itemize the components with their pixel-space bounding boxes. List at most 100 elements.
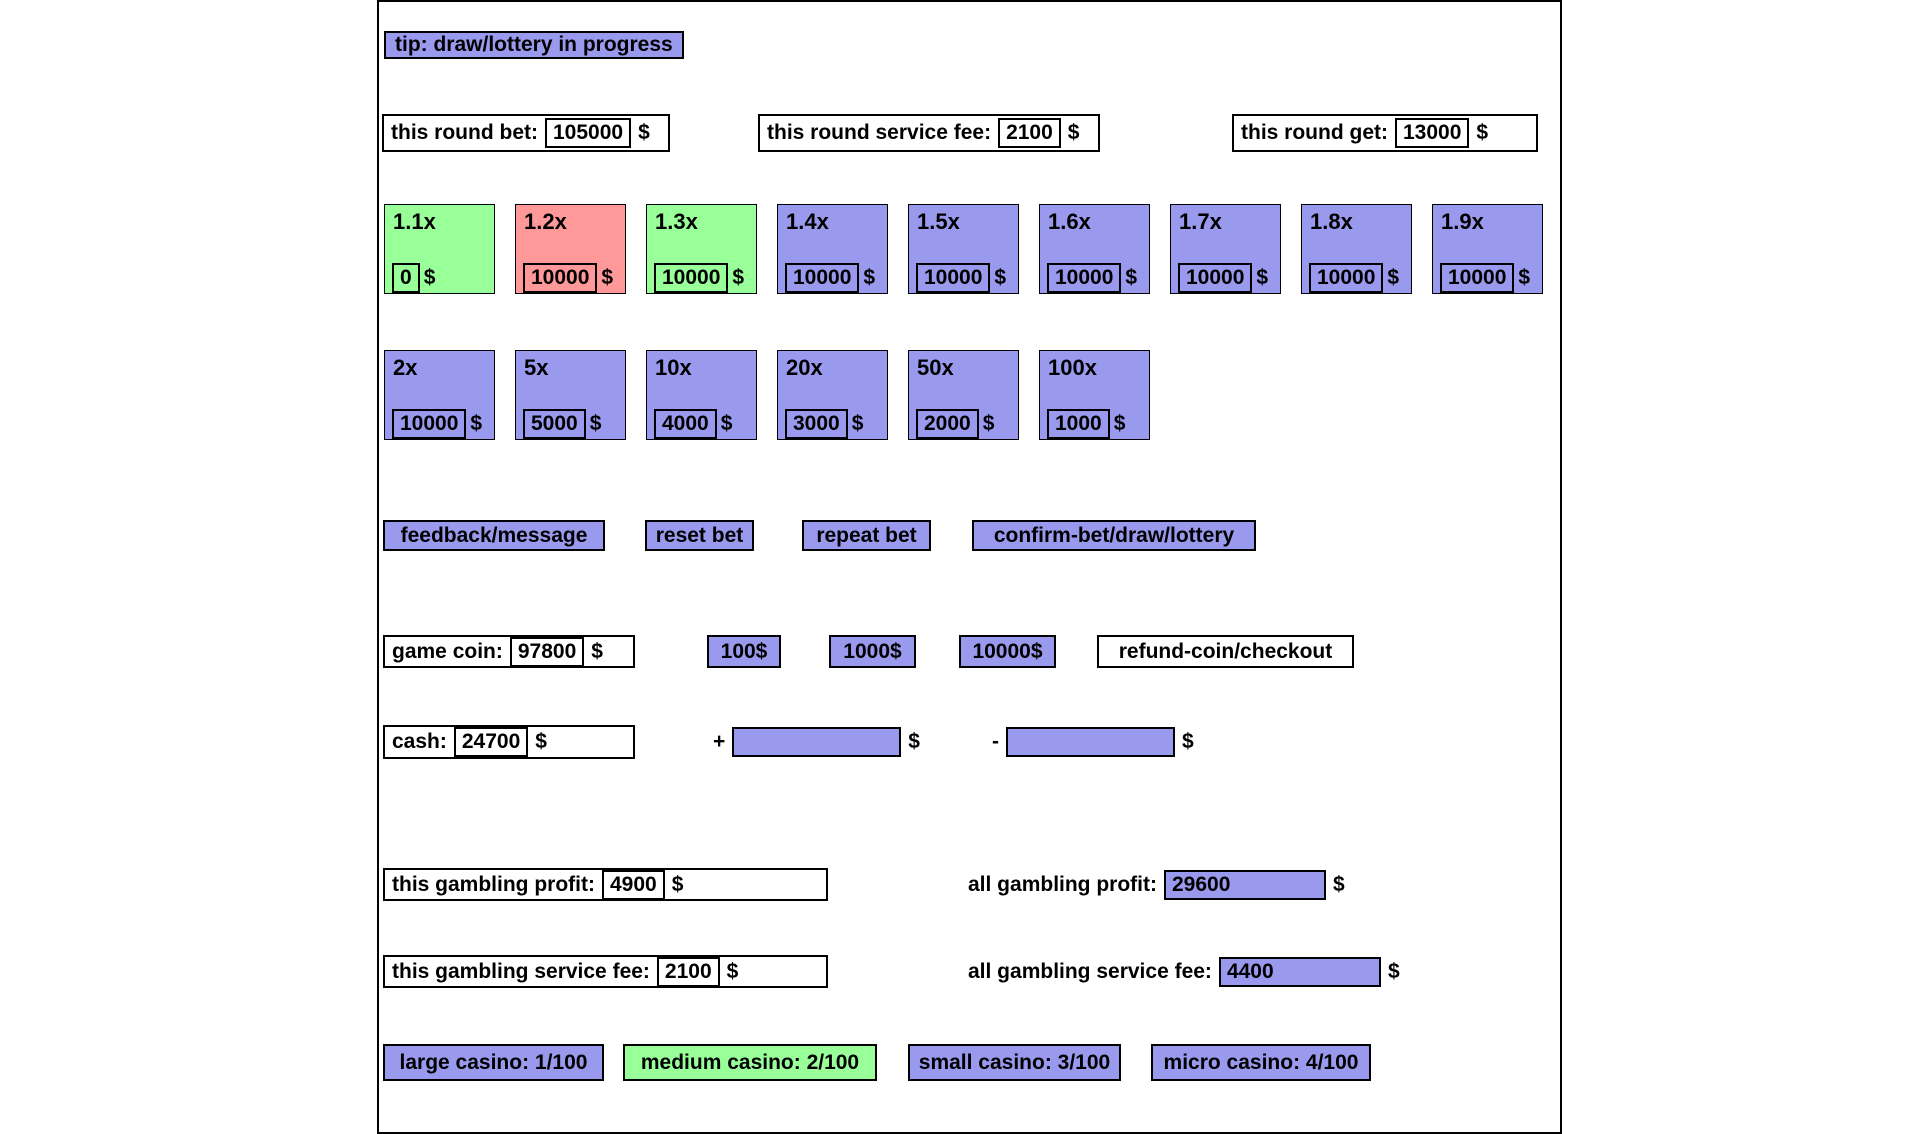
multiplier-box-100x[interactable]: 100x 1000 $ — [1039, 350, 1150, 440]
currency-symbol: $ — [726, 959, 739, 983]
bet-amount-input[interactable]: 10000 — [1047, 263, 1122, 293]
multiplier-box-20x[interactable]: 20x 3000 $ — [777, 350, 888, 440]
this-fee-label: this gambling service fee: — [392, 959, 650, 983]
game-coin-box: game coin: 97800 $ — [383, 635, 635, 668]
multiplier-box-2x[interactable]: 2x 10000 $ — [384, 350, 495, 440]
game-coin-value: 97800 — [509, 636, 585, 667]
this-profit-value: 4900 — [601, 869, 665, 900]
round-get-value: 13000 — [1394, 118, 1470, 148]
add-coin-1000-button[interactable]: 1000$ — [829, 635, 916, 668]
bet-amount-input[interactable]: 10000 — [1178, 263, 1253, 293]
multiplier-label: 1.3x — [655, 209, 698, 234]
casino-tab-medium[interactable]: medium casino: 2/100 — [623, 1044, 877, 1081]
multiplier-box-1-2x[interactable]: 1.2x 10000 $ — [515, 204, 626, 294]
casino-panel: tip: draw/lottery in progress this round… — [377, 0, 1562, 1134]
multiplier-box-1-6x[interactable]: 1.6x 10000 $ — [1039, 204, 1150, 294]
currency-symbol: $ — [1387, 959, 1400, 983]
all-fee-label: all gambling service fee: — [968, 959, 1212, 983]
multiplier-box-1-3x[interactable]: 1.3x 10000 $ — [646, 204, 757, 294]
multiplier-label: 20x — [786, 355, 823, 380]
this-fee-box: this gambling service fee: 2100 $ — [383, 955, 828, 988]
round-get-box: this round get: 13000 $ — [1232, 114, 1538, 152]
currency-symbol: $ — [638, 121, 650, 144]
currency-symbol: $ — [423, 266, 436, 289]
multiplier-label: 1.6x — [1048, 209, 1091, 234]
cash-box: cash: 24700 $ — [383, 725, 635, 759]
multiplier-box-50x[interactable]: 50x 2000 $ — [908, 350, 1019, 440]
reset-bet-button[interactable]: reset bet — [645, 520, 754, 551]
multiplier-box-1-5x[interactable]: 1.5x 10000 $ — [908, 204, 1019, 294]
bet-amount-input[interactable]: 2000 — [916, 409, 979, 439]
all-fee-value: 4400 — [1218, 956, 1381, 987]
this-profit-label: this gambling profit: — [392, 872, 595, 896]
round-bet-label: this round bet: — [391, 121, 538, 144]
refund-checkout-button[interactable]: refund-coin/checkout — [1097, 635, 1354, 668]
multiplier-box-1-8x[interactable]: 1.8x 10000 $ — [1301, 204, 1412, 294]
confirm-bet-button[interactable]: confirm-bet/draw/lottery — [972, 520, 1256, 551]
multiplier-label: 1.1x — [393, 209, 436, 234]
currency-symbol: $ — [851, 412, 864, 435]
casino-tab-small[interactable]: small casino: 3/100 — [908, 1044, 1121, 1081]
round-get-label: this round get: — [1241, 121, 1388, 144]
multiplier-label: 2x — [393, 355, 418, 380]
bet-amount-input[interactable]: 10000 — [392, 409, 467, 439]
multiplier-label: 1.5x — [917, 209, 960, 234]
multiplier-box-1-1x[interactable]: 1.1x 0 $ — [384, 204, 495, 294]
bet-amount-input[interactable]: 5000 — [523, 409, 586, 439]
multiplier-label: 1.9x — [1441, 209, 1484, 234]
bet-amount-input[interactable]: 0 — [392, 263, 420, 293]
multiplier-box-1-9x[interactable]: 1.9x 10000 $ — [1432, 204, 1543, 294]
currency-symbol: $ — [720, 412, 733, 435]
minus-sign: - — [992, 730, 999, 753]
repeat-bet-button[interactable]: repeat bet — [802, 520, 931, 551]
bet-amount-input[interactable]: 10000 — [785, 263, 860, 293]
bet-amount-input[interactable]: 10000 — [654, 263, 729, 293]
bet-amount-input[interactable]: 10000 — [916, 263, 991, 293]
multiplier-label: 1.8x — [1310, 209, 1353, 234]
casino-tab-micro[interactable]: micro casino: 4/100 — [1151, 1044, 1371, 1081]
all-profit-label: all gambling profit: — [968, 872, 1157, 896]
multiplier-box-1-7x[interactable]: 1.7x 10000 $ — [1170, 204, 1281, 294]
this-profit-box: this gambling profit: 4900 $ — [383, 868, 828, 901]
currency-symbol: $ — [732, 266, 745, 289]
multiplier-box-1-4x[interactable]: 1.4x 10000 $ — [777, 204, 888, 294]
multiplier-label: 10x — [655, 355, 692, 380]
multiplier-label: 100x — [1048, 355, 1097, 380]
add-coin-100-button[interactable]: 100$ — [707, 635, 781, 668]
multiplier-label: 1.2x — [524, 209, 567, 234]
cash-add-input[interactable] — [732, 727, 902, 757]
bet-amount-input[interactable]: 4000 — [654, 409, 717, 439]
currency-symbol: $ — [591, 639, 603, 663]
round-service-fee-value: 2100 — [998, 118, 1061, 148]
bet-amount-input[interactable]: 1000 — [1047, 409, 1110, 439]
currency-symbol: $ — [863, 266, 876, 289]
feedback-message-button[interactable]: feedback/message — [383, 520, 605, 551]
currency-symbol: $ — [1518, 266, 1531, 289]
this-fee-value: 2100 — [656, 956, 720, 987]
bet-amount-input[interactable]: 10000 — [1309, 263, 1384, 293]
round-bet-value: 105000 — [544, 118, 632, 148]
round-service-fee-label: this round service fee: — [767, 121, 992, 144]
currency-symbol: $ — [1256, 266, 1269, 289]
currency-symbol: $ — [1476, 121, 1489, 144]
cash-subtract-input[interactable] — [1006, 727, 1175, 757]
bet-amount-input[interactable]: 10000 — [1440, 263, 1515, 293]
casino-tab-large[interactable]: large casino: 1/100 — [383, 1044, 604, 1081]
bet-amount-input[interactable]: 10000 — [523, 263, 598, 293]
currency-symbol: $ — [1125, 266, 1138, 289]
game-coin-label: game coin: — [392, 639, 503, 663]
multiplier-label: 50x — [917, 355, 954, 380]
add-coin-10000-button[interactable]: 10000$ — [959, 635, 1056, 668]
round-service-fee-box: this round service fee: 2100 $ — [758, 114, 1100, 152]
currency-symbol: $ — [1333, 872, 1345, 896]
currency-symbol: $ — [470, 412, 483, 435]
plus-sign: + — [713, 730, 726, 753]
currency-symbol: $ — [982, 412, 995, 435]
multiplier-box-10x[interactable]: 10x 4000 $ — [646, 350, 757, 440]
currency-symbol: $ — [1182, 730, 1194, 753]
multiplier-box-5x[interactable]: 5x 5000 $ — [515, 350, 626, 440]
bet-amount-input[interactable]: 3000 — [785, 409, 848, 439]
currency-symbol: $ — [1067, 121, 1080, 144]
all-profit-value: 29600 — [1164, 869, 1326, 900]
cash-value: 24700 — [453, 727, 529, 757]
